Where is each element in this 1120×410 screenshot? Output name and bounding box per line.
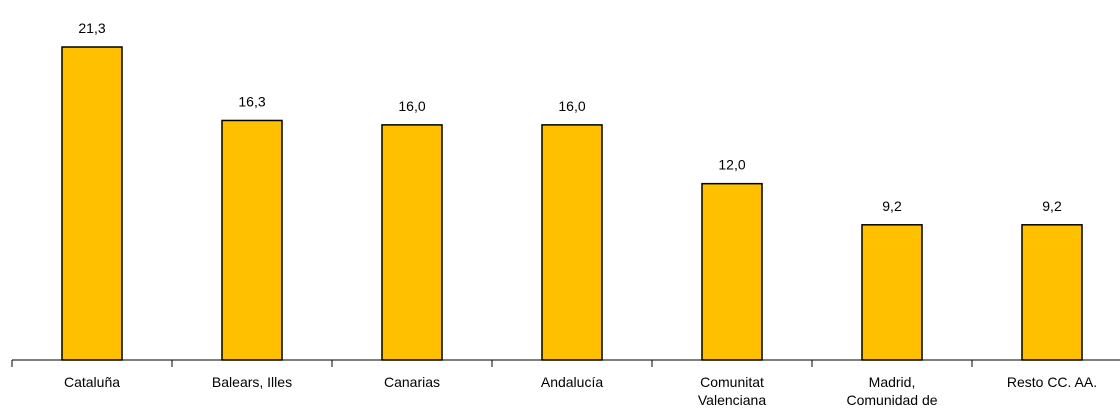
x-tick-label: Andalucía	[541, 374, 603, 390]
x-tick-label: Madrid,	[869, 374, 916, 390]
x-tick-label: Comunidad de	[846, 392, 937, 408]
data-label: 21,3	[78, 20, 105, 36]
bar	[61, 46, 123, 361]
x-tick-label: Cataluña	[64, 374, 120, 390]
data-label: 9,2	[882, 198, 902, 214]
data-label: 12,0	[718, 157, 745, 173]
data-label: 9,2	[1042, 198, 1062, 214]
bar	[701, 182, 763, 361]
bar	[861, 224, 923, 361]
data-label: 16,0	[398, 98, 425, 114]
x-tick-label: Balears, Illes	[212, 374, 292, 390]
x-tick-label: Resto CC. AA.	[1007, 374, 1097, 390]
x-tick-label: Valenciana	[698, 392, 766, 408]
bar	[381, 124, 443, 361]
bar	[221, 119, 283, 361]
x-tick-label: Canarias	[384, 374, 440, 390]
data-label: 16,3	[238, 93, 265, 109]
bar	[1021, 224, 1083, 361]
x-tick-label: Comunitat	[700, 374, 764, 390]
bar	[541, 124, 603, 361]
data-label: 16,0	[558, 98, 585, 114]
